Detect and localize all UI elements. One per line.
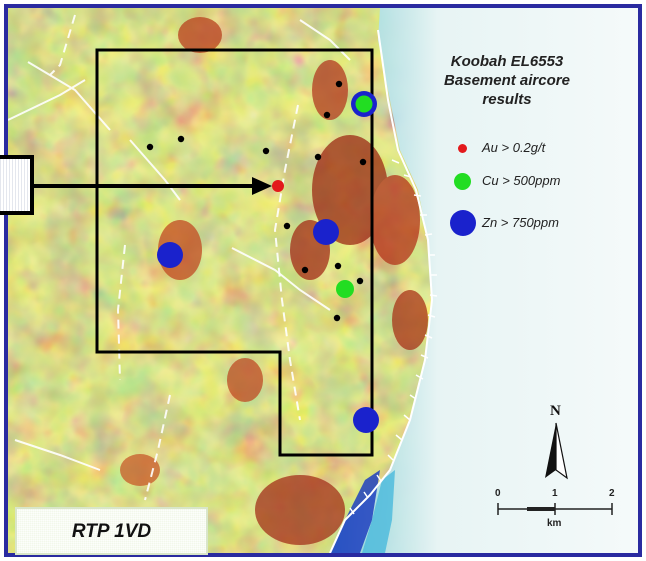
cu-result-marker	[336, 280, 354, 298]
map-title-line-2: Basement aircore	[444, 72, 570, 89]
drillhole	[359, 158, 367, 166]
scale-bar	[497, 503, 613, 515]
drillhole	[262, 147, 270, 155]
pointer-arrowhead	[252, 177, 272, 195]
drillhole	[177, 135, 185, 143]
drillhole	[356, 277, 364, 285]
scale-tick-1: 1	[552, 488, 558, 499]
drillhole	[301, 266, 309, 274]
au-legend-label: Au > 0.2g/t	[482, 140, 546, 155]
drillhole	[333, 314, 341, 322]
zn-legend-swatch	[450, 210, 476, 236]
drillholes	[146, 80, 367, 322]
drillhole	[335, 80, 343, 88]
au-legend-swatch	[458, 144, 467, 153]
zn-result-marker	[157, 242, 183, 268]
zn-result-marker	[353, 407, 379, 433]
drillhole	[146, 143, 154, 151]
scale-tick-0: 0	[495, 488, 501, 499]
drillhole	[314, 153, 322, 161]
drillhole	[283, 222, 291, 230]
scale-tick-2: 2	[609, 488, 615, 499]
cu-result-marker	[355, 95, 373, 113]
drillhole	[334, 262, 342, 270]
zn-legend-label: Zn > 750ppm	[482, 215, 559, 230]
tenement-boundary	[95, 48, 374, 457]
cu-legend-swatch	[454, 173, 471, 190]
north-label: N	[550, 403, 561, 419]
map-title-line-3: results	[482, 91, 532, 108]
map-title-line-1: Koobah EL6553	[450, 53, 564, 70]
drillhole	[323, 111, 331, 119]
map-layer-label-box: RTP 1VD	[15, 507, 208, 555]
north-arrow-icon	[545, 422, 568, 480]
map-frame-border	[4, 4, 642, 557]
cu-legend-label: Cu > 500ppm	[482, 173, 561, 188]
scale-unit: km	[547, 518, 562, 529]
map-layer-label: RTP 1VD	[71, 521, 152, 542]
map-title: Koobah EL6553 Basement aircore results	[412, 52, 602, 109]
au-result-marker	[272, 180, 284, 192]
magnetic-anomalies	[120, 17, 428, 545]
inset-callout-box	[0, 155, 34, 215]
zn-result-marker	[313, 219, 339, 245]
